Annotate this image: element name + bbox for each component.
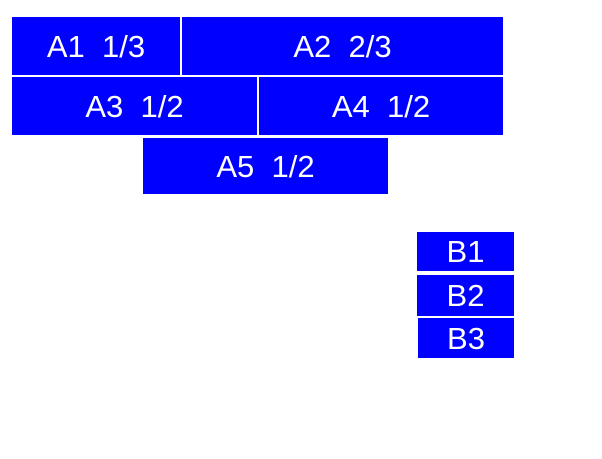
box-a2: A2 2/3: [182, 17, 503, 75]
box-b2: B2: [417, 275, 514, 316]
box-a5: A5 1/2: [143, 138, 388, 194]
box-b1: B1: [417, 232, 514, 271]
box-b3: B3: [418, 318, 514, 358]
box-a4: A4 1/2: [259, 77, 503, 135]
box-a1: A1 1/3: [12, 17, 180, 75]
box-a3: A3 1/2: [12, 77, 257, 135]
